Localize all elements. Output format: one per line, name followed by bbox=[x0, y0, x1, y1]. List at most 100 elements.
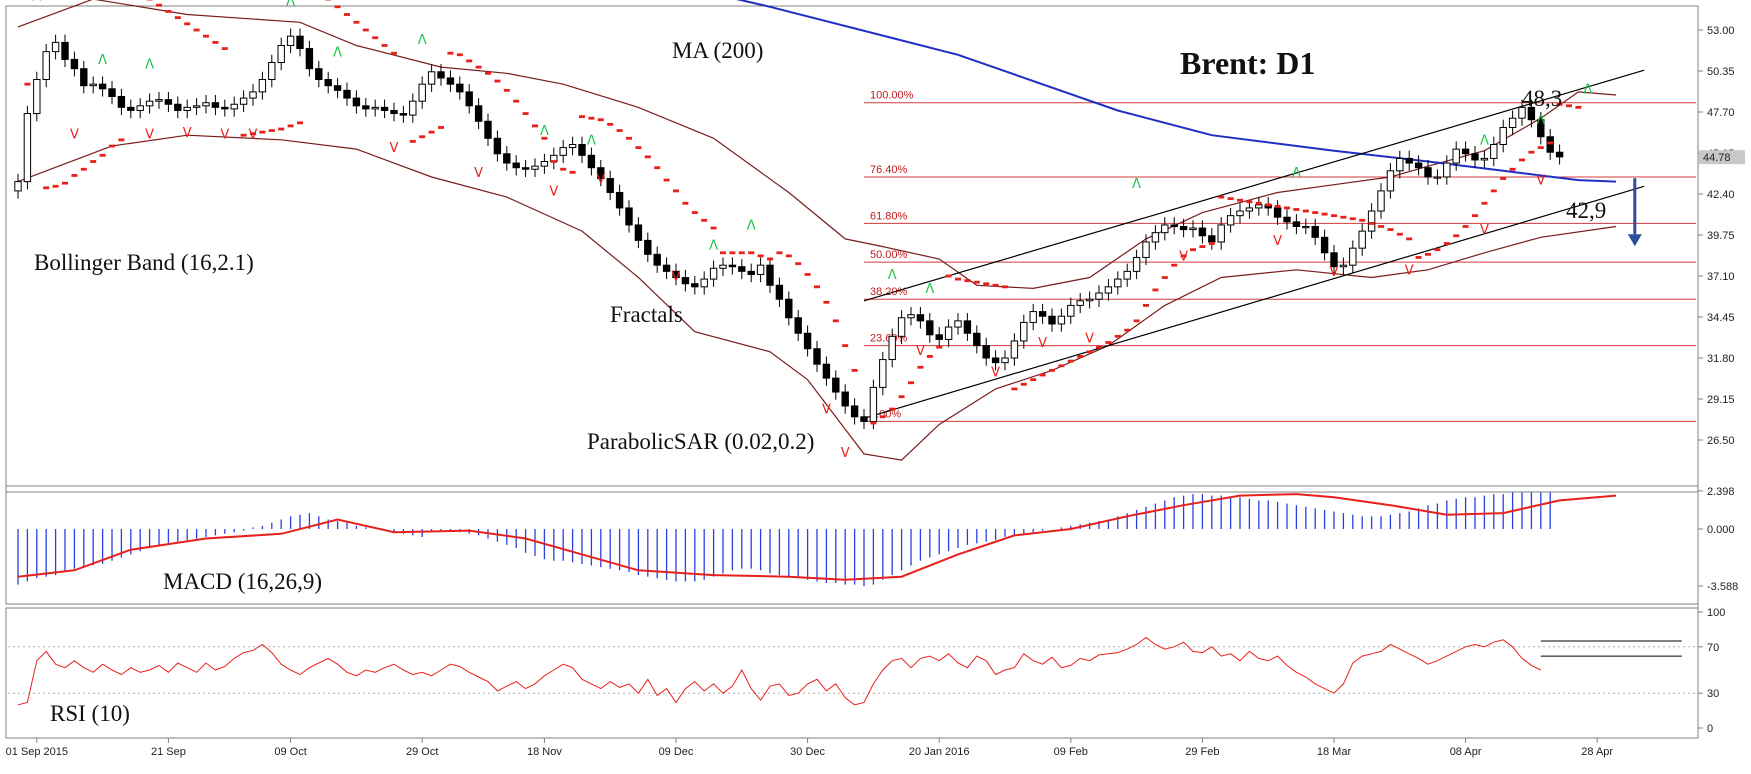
candle bbox=[1095, 292, 1103, 300]
psar-dot bbox=[1133, 319, 1140, 323]
candle bbox=[888, 335, 896, 361]
psar-dot bbox=[926, 355, 933, 358]
candle bbox=[991, 357, 1000, 364]
fractal-down-marker: V bbox=[1085, 332, 1094, 347]
psar-dot bbox=[550, 160, 557, 163]
fractal-down-marker: V bbox=[249, 127, 258, 142]
current-price-label: 44.78 bbox=[1703, 152, 1731, 164]
psar-dot bbox=[503, 88, 510, 92]
psar-dot bbox=[804, 273, 811, 276]
psar-dot bbox=[250, 132, 256, 136]
psar-dot bbox=[1124, 328, 1131, 332]
candle bbox=[1311, 225, 1319, 238]
psar-dot bbox=[917, 365, 924, 369]
psar-dot bbox=[1378, 225, 1384, 228]
psar-dot bbox=[579, 115, 585, 119]
psar-dot bbox=[1039, 373, 1046, 377]
candle bbox=[1029, 311, 1037, 323]
y-tick-label: 34.45 bbox=[1707, 312, 1735, 324]
y-tick-label: 50.35 bbox=[1707, 66, 1735, 78]
fractal-up-marker: Λ bbox=[540, 124, 549, 139]
candle bbox=[1414, 162, 1423, 169]
psar-dot bbox=[588, 116, 595, 120]
psar-dot bbox=[654, 166, 661, 170]
candle bbox=[1339, 264, 1348, 268]
candle bbox=[1292, 221, 1301, 227]
candle bbox=[672, 270, 680, 279]
candle bbox=[700, 278, 708, 288]
candle bbox=[869, 386, 878, 422]
psar-dot bbox=[1566, 104, 1572, 108]
psar-dot bbox=[607, 122, 614, 126]
psar-dot bbox=[532, 124, 538, 128]
psar-dot bbox=[541, 136, 548, 140]
psar-dot bbox=[767, 257, 773, 261]
candle bbox=[230, 103, 238, 110]
psar-dot bbox=[485, 71, 491, 75]
candle bbox=[1132, 256, 1141, 272]
x-tick-label: 20 Jan 2016 bbox=[909, 746, 970, 758]
psar-dot bbox=[1434, 248, 1441, 252]
candle bbox=[352, 97, 361, 107]
candle bbox=[380, 106, 389, 111]
y-tick-label: 37.10 bbox=[1707, 271, 1735, 283]
psar-dot bbox=[1387, 228, 1394, 231]
candle bbox=[1217, 224, 1225, 243]
candle bbox=[89, 83, 97, 87]
candle bbox=[615, 191, 624, 209]
candle bbox=[1179, 225, 1188, 231]
candle bbox=[1358, 230, 1366, 249]
psar-dot bbox=[203, 34, 209, 38]
candle bbox=[794, 317, 802, 334]
candle bbox=[474, 105, 483, 122]
candle bbox=[399, 113, 408, 116]
candle bbox=[709, 267, 718, 280]
candle bbox=[98, 83, 107, 90]
candle bbox=[1490, 143, 1498, 159]
candle bbox=[531, 165, 539, 170]
psar-dot bbox=[1180, 254, 1187, 258]
psar-dot bbox=[682, 201, 689, 205]
candle bbox=[578, 143, 586, 156]
psar-dot bbox=[24, 82, 31, 86]
candle bbox=[183, 106, 191, 111]
candle bbox=[832, 377, 840, 393]
candle bbox=[1255, 204, 1263, 209]
fractal-up-marker: Λ bbox=[98, 53, 107, 68]
psar-dot bbox=[1575, 105, 1582, 109]
candle bbox=[766, 264, 774, 286]
fractal-down-marker: V bbox=[183, 126, 192, 141]
psar-dot bbox=[156, 3, 162, 7]
ma-label: MA (200) bbox=[672, 38, 763, 63]
candle bbox=[1518, 106, 1526, 119]
candle bbox=[738, 266, 746, 272]
macd-tick-label: 2.398 bbox=[1707, 486, 1735, 498]
candle bbox=[324, 79, 332, 87]
candle bbox=[963, 320, 972, 334]
candle bbox=[691, 283, 699, 288]
candle bbox=[1048, 315, 1056, 325]
candle bbox=[597, 167, 605, 180]
candle bbox=[1142, 241, 1150, 258]
psar-dot bbox=[1556, 102, 1563, 106]
candle bbox=[1151, 232, 1160, 243]
psar-dot bbox=[1349, 217, 1356, 221]
candle bbox=[1320, 236, 1329, 254]
fractal-down-marker: V bbox=[1480, 223, 1489, 238]
fib-level-label: 76.40% bbox=[870, 164, 908, 176]
x-tick-label: 09 Oct bbox=[274, 746, 306, 758]
rsi-tick-label: 30 bbox=[1707, 688, 1719, 700]
fractal-down-marker: V bbox=[1405, 263, 1414, 278]
psar-dot bbox=[842, 344, 849, 348]
psar-dot bbox=[945, 274, 952, 278]
psar-dot bbox=[419, 135, 426, 139]
psar-dot bbox=[1443, 242, 1450, 245]
x-tick-label: 08 Apr bbox=[1450, 746, 1482, 758]
psar-dot bbox=[644, 155, 651, 159]
fractal-down-marker: V bbox=[549, 185, 558, 200]
candle bbox=[841, 391, 849, 407]
candle bbox=[1537, 119, 1545, 138]
psar-dot bbox=[1067, 359, 1074, 363]
candle bbox=[1433, 176, 1442, 179]
